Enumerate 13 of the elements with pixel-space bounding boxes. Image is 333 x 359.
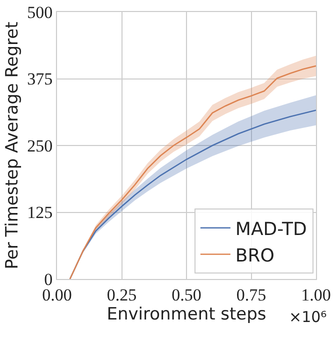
legend-label: MAD-TD <box>235 218 307 240</box>
x-tick-label: 0.75 <box>236 285 266 304</box>
x-tick-label: 0.50 <box>172 285 202 304</box>
x-tick-label: 1.00 <box>301 285 331 304</box>
y-axis-title: Per Timestep Average Regret <box>2 21 23 270</box>
x-axis-title: Environment steps <box>106 304 266 324</box>
y-tick-label: 250 <box>27 136 53 156</box>
legend-label: BRO <box>235 245 274 266</box>
y-tick-label: 125 <box>27 203 53 222</box>
y-tick-label: 500 <box>27 2 53 22</box>
x-tick-label: 0.25 <box>106 285 137 304</box>
y-tick-label: 375 <box>27 70 53 89</box>
text: ×10⁶ <box>289 308 327 326</box>
